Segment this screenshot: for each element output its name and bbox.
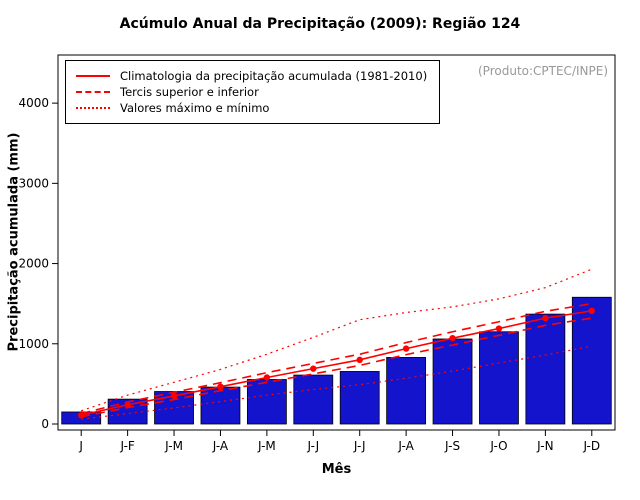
solid-line-icon [76,75,110,77]
climatology-point [310,365,317,372]
x-tick-label: J-A [212,439,229,453]
legend-item-terciles: Tercis superior e inferior [76,84,427,100]
legend-label: Valores máximo e mínimo [120,101,270,115]
y-tick-label: 1000 [18,337,49,351]
bar-5-J-M [246,379,287,425]
bar-8-J-A [386,357,427,425]
line-dotted [81,345,592,420]
plot-border [57,54,616,431]
climatology-point [170,392,178,400]
y-tick-label: 4000 [18,96,49,110]
chart-title: Acúmulo Anual da Precipitação (2009): Re… [119,16,521,32]
x-tick-label: J-J [306,439,319,453]
legend-item-max-min: Valores máximo e mínimo [76,100,427,116]
x-axis-label: Mês [321,462,352,477]
y-tick-label: 3000 [18,176,49,190]
bar-12-J-D [571,296,612,425]
bar-6-J-J [293,374,334,425]
x-tick-label: J-M [164,439,183,453]
line-dashed [81,302,592,415]
climatology-point [217,383,224,390]
x-tick-label: J-F [119,439,134,453]
climatology-point [588,307,595,315]
climatology-point [449,334,456,342]
x-tick-label: J [78,439,83,453]
x-tick-label: J-O [489,439,507,453]
climatology-point [356,356,363,364]
dotted-line-icon [76,107,110,109]
bar-11-J-N [525,313,566,425]
climatology-point [495,325,503,332]
x-tick-label: J-M [257,439,276,453]
climatology-point [402,345,410,352]
y-tick-label: 0 [41,417,49,431]
bar-9-J-S [432,338,473,425]
bar-10-J-O [479,331,519,425]
x-tick-label: J-D [582,439,600,453]
line-dashed [81,317,592,418]
dashed-line-icon [76,91,110,93]
legend-box: Climatologia da precipitação acumulada (… [65,60,441,124]
x-tick-label: J-N [536,439,553,453]
y-tick-label: 2000 [18,257,49,271]
legend-label: Climatologia da precipitação acumulada (… [120,69,428,83]
x-tick-label: J-J [353,439,366,453]
climatology-point [263,374,271,381]
legend-item-climatology: Climatologia da precipitação acumulada (… [76,68,427,84]
bar-7-J-J [339,371,380,425]
product-annotation: (Produto:CPTEC/INPE) [478,64,608,78]
x-tick-label: J-A [397,439,414,453]
line-solid [81,310,592,416]
climatology-point [542,314,549,322]
legend-label: Tercis superior e inferior [120,85,259,99]
x-tick-label: J-S [444,439,460,453]
